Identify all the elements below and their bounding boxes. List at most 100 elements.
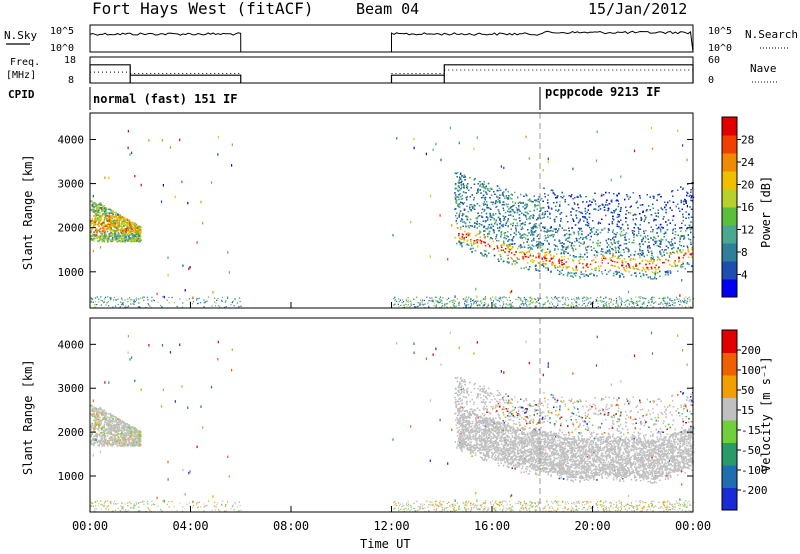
data-point bbox=[108, 220, 111, 222]
data-point bbox=[462, 298, 464, 300]
data-point bbox=[590, 303, 592, 305]
data-point bbox=[494, 298, 496, 300]
data-point bbox=[646, 306, 648, 308]
data-point bbox=[107, 296, 109, 298]
data-point bbox=[547, 299, 549, 301]
data-point bbox=[108, 305, 110, 307]
data-point bbox=[392, 233, 394, 237]
data-point bbox=[582, 303, 585, 305]
data-point bbox=[102, 208, 104, 210]
data-point bbox=[103, 218, 106, 221]
data-point bbox=[619, 306, 621, 308]
data-point bbox=[535, 306, 537, 308]
data-point bbox=[98, 206, 100, 209]
data-point bbox=[111, 234, 114, 237]
data-point bbox=[500, 300, 502, 302]
data-point bbox=[234, 299, 236, 301]
data-point bbox=[143, 296, 145, 298]
data-point bbox=[505, 306, 507, 308]
data-point bbox=[129, 222, 131, 225]
data-point bbox=[684, 301, 686, 304]
data-point bbox=[118, 214, 121, 216]
data-point bbox=[538, 302, 540, 304]
data-point bbox=[119, 229, 122, 232]
data-point bbox=[162, 296, 164, 298]
data-point bbox=[409, 306, 411, 308]
nave-tick-bottom: 0 bbox=[708, 75, 714, 86]
data-point bbox=[679, 299, 681, 302]
data-point bbox=[131, 228, 134, 231]
data-point bbox=[137, 239, 139, 241]
data-point bbox=[124, 233, 126, 237]
data-point bbox=[413, 298, 415, 300]
data-point bbox=[97, 236, 100, 238]
data-point bbox=[524, 298, 526, 300]
data-point bbox=[113, 238, 115, 241]
data-point bbox=[427, 305, 430, 307]
data-point bbox=[107, 240, 109, 243]
data-point bbox=[110, 209, 112, 211]
data-point bbox=[103, 207, 106, 210]
data-point bbox=[502, 305, 504, 307]
data-point bbox=[641, 303, 643, 306]
data-point bbox=[582, 297, 584, 299]
data-point bbox=[537, 299, 539, 301]
data-point bbox=[601, 301, 603, 303]
data-point bbox=[106, 211, 109, 214]
data-point bbox=[123, 229, 125, 231]
data-point bbox=[130, 225, 132, 227]
data-point bbox=[239, 300, 241, 303]
data-point bbox=[566, 305, 568, 307]
data-point bbox=[473, 302, 475, 304]
data-point bbox=[94, 203, 97, 206]
data-point bbox=[628, 303, 630, 305]
data-point bbox=[454, 300, 456, 302]
data-point bbox=[129, 153, 131, 156]
data-point bbox=[617, 306, 619, 308]
data-point bbox=[589, 227, 591, 229]
data-point bbox=[140, 239, 142, 242]
data-point bbox=[575, 301, 577, 303]
data-point bbox=[127, 221, 130, 223]
data-point bbox=[437, 302, 439, 304]
data-point bbox=[111, 237, 114, 240]
data-point bbox=[121, 234, 124, 237]
data-point bbox=[151, 300, 153, 302]
data-point bbox=[96, 219, 98, 221]
data-point bbox=[115, 212, 117, 214]
data-point bbox=[506, 235, 508, 237]
data-point bbox=[446, 299, 448, 301]
data-point bbox=[635, 302, 637, 304]
cpid-mode-2: pcppcode 9213 IF bbox=[545, 85, 661, 99]
data-point bbox=[640, 296, 642, 298]
data-point bbox=[439, 301, 441, 303]
data-point bbox=[618, 305, 620, 307]
data-point bbox=[635, 300, 637, 302]
data-point bbox=[550, 301, 552, 303]
data-point bbox=[456, 298, 458, 300]
data-point bbox=[91, 229, 93, 231]
data-point bbox=[96, 213, 99, 215]
data-point bbox=[91, 222, 93, 225]
data-point bbox=[442, 305, 444, 307]
data-point bbox=[94, 221, 96, 223]
data-point bbox=[138, 306, 140, 308]
data-point bbox=[113, 237, 115, 240]
data-point bbox=[112, 211, 114, 213]
data-point bbox=[677, 298, 679, 300]
data-point bbox=[240, 305, 242, 307]
data-point bbox=[574, 299, 576, 301]
data-point bbox=[112, 210, 114, 212]
data-point bbox=[123, 225, 125, 228]
data-point bbox=[192, 296, 194, 300]
data-point bbox=[419, 303, 421, 305]
data-point bbox=[455, 305, 457, 307]
data-point bbox=[633, 302, 635, 304]
data-point bbox=[132, 233, 134, 236]
data-point bbox=[441, 302, 443, 304]
data-point bbox=[435, 142, 437, 146]
data-point bbox=[578, 303, 580, 305]
data-point bbox=[117, 232, 120, 234]
data-point bbox=[555, 297, 557, 299]
data-point bbox=[475, 300, 477, 302]
